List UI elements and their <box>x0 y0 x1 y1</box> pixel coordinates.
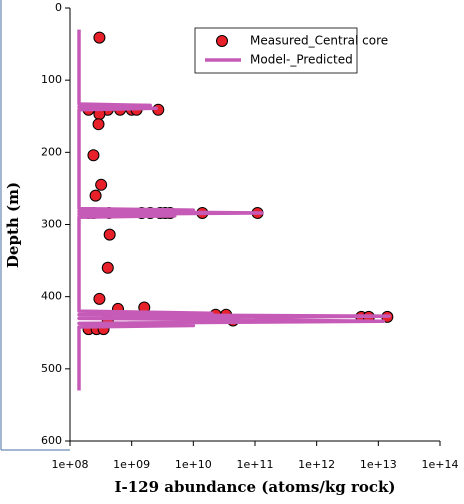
data-point <box>95 178 108 191</box>
x-tick-label: 1e+14 <box>422 458 459 471</box>
x-tick-label: 1e+11 <box>237 458 274 471</box>
x-tick-label: 1e+08 <box>52 458 89 471</box>
legend-marker <box>216 35 228 47</box>
data-point <box>93 292 106 305</box>
x-axis-title: I-129 abundance (atoms/kg rock) <box>115 478 396 496</box>
data-point <box>92 118 105 131</box>
data-point <box>103 228 116 241</box>
data-point <box>101 261 114 274</box>
x-tick-label: 1e+12 <box>298 458 335 471</box>
y-tick-label: 300 <box>41 218 62 231</box>
x-tick-label: 1e+09 <box>113 458 150 471</box>
y-tick-label: 100 <box>41 73 62 86</box>
data-point <box>89 189 102 202</box>
model-line <box>77 29 391 391</box>
y-axis-title: Depth (m) <box>4 182 22 268</box>
y-tick-label: 600 <box>41 434 62 447</box>
legend-label: Model-_Predicted <box>250 53 353 67</box>
legend-label: Measured_Central core <box>250 34 388 48</box>
y-tick-label: 500 <box>41 362 62 375</box>
y-tick-label: 400 <box>41 290 62 303</box>
y-tick-label: 200 <box>41 145 62 158</box>
data-point <box>87 149 100 162</box>
x-tick-label: 1e+10 <box>175 458 212 471</box>
data-point <box>93 31 106 44</box>
x-tick-label: 1e+13 <box>360 458 397 471</box>
y-tick-label: 0 <box>55 1 62 14</box>
